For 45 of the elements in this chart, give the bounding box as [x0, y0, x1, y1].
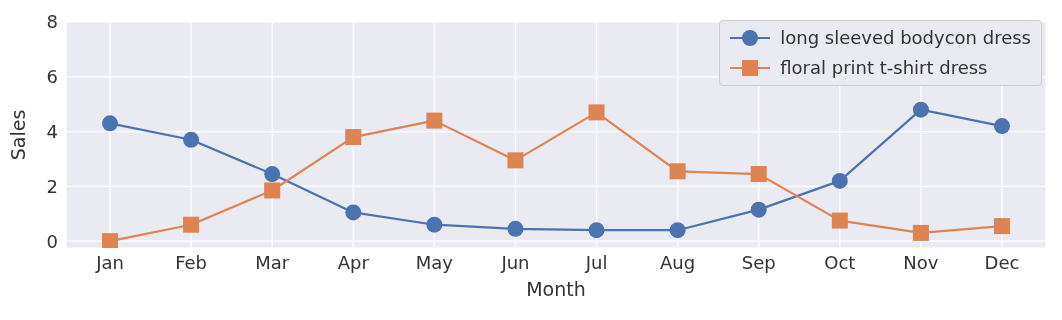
- x-tick-label: Feb: [175, 251, 208, 273]
- point: [264, 182, 281, 199]
- x-axis-title: Month: [526, 278, 586, 300]
- x-tick-label: Nov: [903, 251, 939, 273]
- legend-label: floral print t-shirt dress: [780, 56, 988, 80]
- y-tick-label: 0: [46, 230, 58, 252]
- y-tick-label: 6: [46, 66, 58, 88]
- point: [912, 101, 929, 118]
- point: [264, 166, 281, 183]
- point: [345, 129, 362, 146]
- x-tick-label: Aug: [660, 251, 696, 273]
- x-tick-label: Jul: [584, 251, 608, 273]
- x-tick-label: Sep: [741, 251, 776, 273]
- point: [912, 224, 929, 241]
- point: [102, 115, 118, 132]
- point: [507, 152, 524, 169]
- point: [507, 220, 524, 237]
- point: [426, 112, 443, 129]
- x-tick-label: Jun: [500, 251, 530, 273]
- point: [183, 216, 200, 233]
- point: [426, 216, 443, 233]
- point: [102, 233, 118, 248]
- x-tick-label: Dec: [984, 251, 1020, 273]
- x-tick-label: Apr: [337, 251, 370, 273]
- point: [994, 218, 1010, 235]
- point: [588, 222, 605, 239]
- point: [831, 172, 848, 189]
- x-tick-label: May: [415, 251, 454, 273]
- point: [669, 222, 686, 239]
- point: [345, 204, 362, 221]
- point: [588, 104, 605, 121]
- x-tick-label: Mar: [255, 251, 290, 273]
- point: [831, 212, 848, 229]
- y-axis-title: Sales: [6, 109, 29, 161]
- y-tick-label: 2: [46, 175, 58, 197]
- y-tick-label: 4: [46, 120, 58, 142]
- point: [669, 163, 686, 180]
- point: [750, 166, 767, 183]
- point: [183, 131, 200, 148]
- x-tick-label: Oct: [824, 251, 856, 273]
- point: [750, 201, 767, 218]
- y-tick-label: 8: [46, 11, 58, 33]
- legend-label: long sleeved bodycon dress: [780, 26, 1031, 50]
- x-tick-label: Jan: [95, 251, 124, 273]
- point: [994, 118, 1010, 135]
